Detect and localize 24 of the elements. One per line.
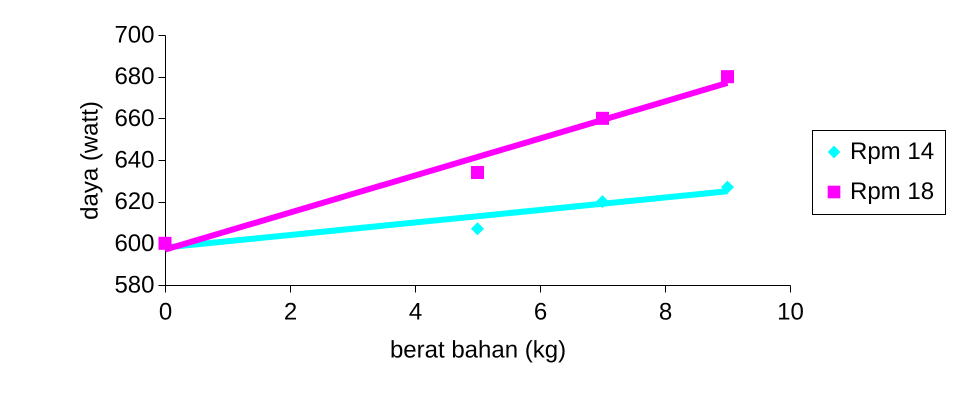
x-tick-label: 2: [284, 298, 298, 326]
y-tick-label: 600: [114, 230, 154, 257]
point: [158, 236, 172, 250]
x-tick-label: 6: [534, 298, 548, 326]
y-tick-label: 640: [114, 146, 154, 174]
x-tick-label: 0: [158, 298, 172, 326]
x-axis-title: berat bahan (kg): [390, 336, 566, 364]
y-axis-title: daya (watt): [76, 101, 104, 220]
y-tick-label: 680: [114, 63, 154, 90]
point: [470, 166, 484, 180]
point: [596, 112, 610, 125]
legend-label: Rpm 18: [850, 178, 934, 205]
legend-label: Rpm 14: [850, 138, 934, 165]
y-tick-label: 660: [114, 104, 154, 132]
point: [720, 180, 734, 194]
point: [470, 222, 484, 236]
x-tick-label: 10: [777, 298, 804, 326]
point: [596, 195, 610, 208]
x-tick-label: 4: [408, 298, 422, 326]
x-tick-label: 8: [658, 298, 672, 326]
point: [720, 70, 734, 84]
y-tick-label: 620: [114, 188, 154, 216]
y-tick-label: 580: [114, 272, 154, 298]
y-tick-label: 700: [114, 22, 154, 48]
